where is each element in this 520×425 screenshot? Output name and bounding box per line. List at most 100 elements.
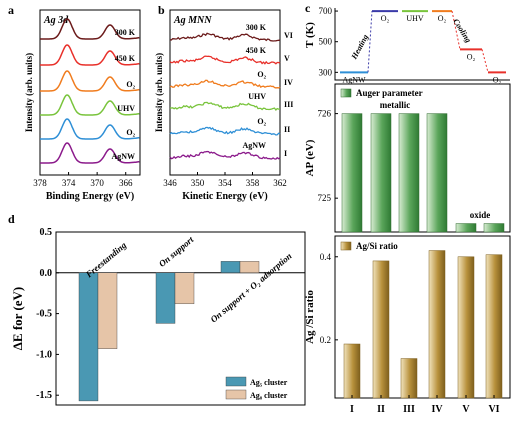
legend-swatch-d [225, 389, 247, 400]
series-line-b [169, 126, 281, 136]
bar-c-mid [483, 223, 505, 233]
heating-ramp-c [367, 11, 373, 73]
bar-c-mid [398, 113, 420, 233]
y-tick-label-c-bot: 0.4 [320, 252, 332, 262]
bar-c-bot [457, 256, 475, 399]
chart-title-a: Ag 3d [43, 15, 69, 26]
x-tick-label-c-bot: I [350, 404, 354, 415]
x-tick-label-a: 378 [33, 178, 47, 188]
bar-c-bot [372, 260, 390, 399]
series-line-b [169, 55, 281, 65]
legend-label-d: Ag₈ cluster [250, 391, 288, 400]
series-line-a [40, 44, 140, 66]
series-label-b: UHV [248, 92, 266, 101]
series-label-a: O₂ [126, 80, 135, 89]
chart-title-b: Ag MNN [173, 15, 212, 26]
step-label-c: O₂ [438, 14, 447, 23]
x-tick-label-c-bot: V [462, 404, 470, 415]
y-axis-label-b: Intensity (arb. units) [154, 53, 164, 132]
y-axis-label-c-mid: AP (eV) [304, 139, 316, 176]
bar-c-bot [485, 254, 503, 399]
bar-c-mid [341, 113, 363, 233]
y-tick-label-d: 0.0 [40, 268, 53, 279]
bar-c-mid [455, 223, 477, 233]
cooling-ramp-c [451, 10, 461, 50]
panel-label-d: d [8, 212, 15, 226]
plot-frame-a [39, 9, 141, 176]
roman-label-b: II [284, 125, 290, 134]
series-line-a [40, 142, 140, 164]
heating-label-c: Heating [349, 33, 370, 62]
step-label-c: AgNW [342, 75, 366, 84]
plot-frame-c-mid [334, 83, 511, 233]
legend-swatch-c-bot [340, 241, 352, 251]
step-label-c: O₂ [381, 14, 390, 23]
y-tick-label-c-bot: 0.2 [320, 335, 331, 345]
x-axis-label-a: Binding Energy (eV) [46, 191, 134, 202]
legend-swatch-c-mid [340, 88, 352, 98]
category-label-d: On support [157, 234, 196, 269]
series-label-b: AgNW [242, 141, 266, 150]
bar-c-bot [428, 250, 446, 399]
roman-label-b: VI [284, 31, 293, 40]
bar-c-bot [400, 358, 418, 399]
panel-label-c: c [305, 1, 311, 15]
y-axis-label-c-bot: Ag /Si ratio [304, 290, 316, 344]
roman-label-b: IV [284, 78, 293, 87]
bar-d [174, 272, 195, 305]
roman-label-b: I [284, 149, 287, 158]
x-tick-label-c-bot: II [377, 404, 385, 415]
series-line-b [169, 79, 281, 89]
panel-label-a: a [8, 3, 14, 17]
x-tick-label-b: 362 [273, 178, 287, 188]
series-line-b [169, 101, 281, 112]
roman-label-b: III [284, 100, 293, 109]
cooling-label-c: Cooling [451, 17, 473, 44]
y-tick-label-d: -1.5 [36, 390, 52, 401]
series-line-a [40, 118, 140, 140]
y-axis-label-a: Intensity (arb. units) [24, 53, 34, 132]
bar-c-mid [426, 113, 448, 233]
series-label-a: UHV [117, 104, 135, 113]
x-tick-label-a: 374 [62, 178, 76, 188]
x-tick-label-b: 354 [218, 178, 232, 188]
step-label-c: O₂ [467, 52, 476, 61]
cooling-ramp-c [481, 49, 489, 73]
series-label-b: O₂ [257, 117, 266, 126]
y-axis-label-d: ΔE for (eV) [10, 287, 25, 351]
x-tick-label-b: 346 [163, 178, 177, 188]
y-tick-label-c-top: 500 [319, 37, 333, 47]
series-line-b [169, 32, 281, 42]
legend-swatch-d [225, 376, 247, 387]
legend-label-c-mid: Auger parameter [356, 88, 423, 98]
x-tick-label-c-bot: IV [431, 404, 443, 415]
step-label-c: O₂ [493, 75, 502, 84]
series-label-b: O₂ [257, 70, 266, 79]
metallic-annotation: metallic [380, 100, 411, 110]
bar-d [220, 261, 241, 274]
x-tick-label-c-bot: III [403, 404, 415, 415]
bar-d [239, 261, 260, 274]
axis-c-top [334, 8, 510, 81]
roman-label-b: V [284, 54, 290, 63]
y-tick-label-c-mid: 725 [318, 193, 332, 203]
x-tick-label-b: 358 [246, 178, 260, 188]
plot-frame-d [55, 231, 306, 406]
legend-label-d: Ag₅ cluster [250, 378, 288, 387]
legend-label-c-bot: Ag/Si ratio [356, 241, 398, 251]
x-tick-label-b: 350 [191, 178, 205, 188]
x-tick-label-a: 370 [90, 178, 104, 188]
bar-c-bot [343, 343, 361, 399]
y-tick-label-c-top: 700 [319, 6, 333, 16]
series-line-a [40, 94, 140, 116]
x-tick-label-c-bot: VI [488, 404, 499, 415]
panel-label-b: b [158, 3, 165, 17]
step-label-c: UHV [406, 14, 424, 23]
y-tick-label-d: 0.5 [40, 227, 53, 238]
series-label-a: AgNW [111, 152, 135, 161]
series-line-a [40, 70, 140, 92]
series-line-a [40, 18, 140, 40]
bar-d [155, 272, 176, 324]
series-label-b: 450 K [246, 46, 267, 55]
